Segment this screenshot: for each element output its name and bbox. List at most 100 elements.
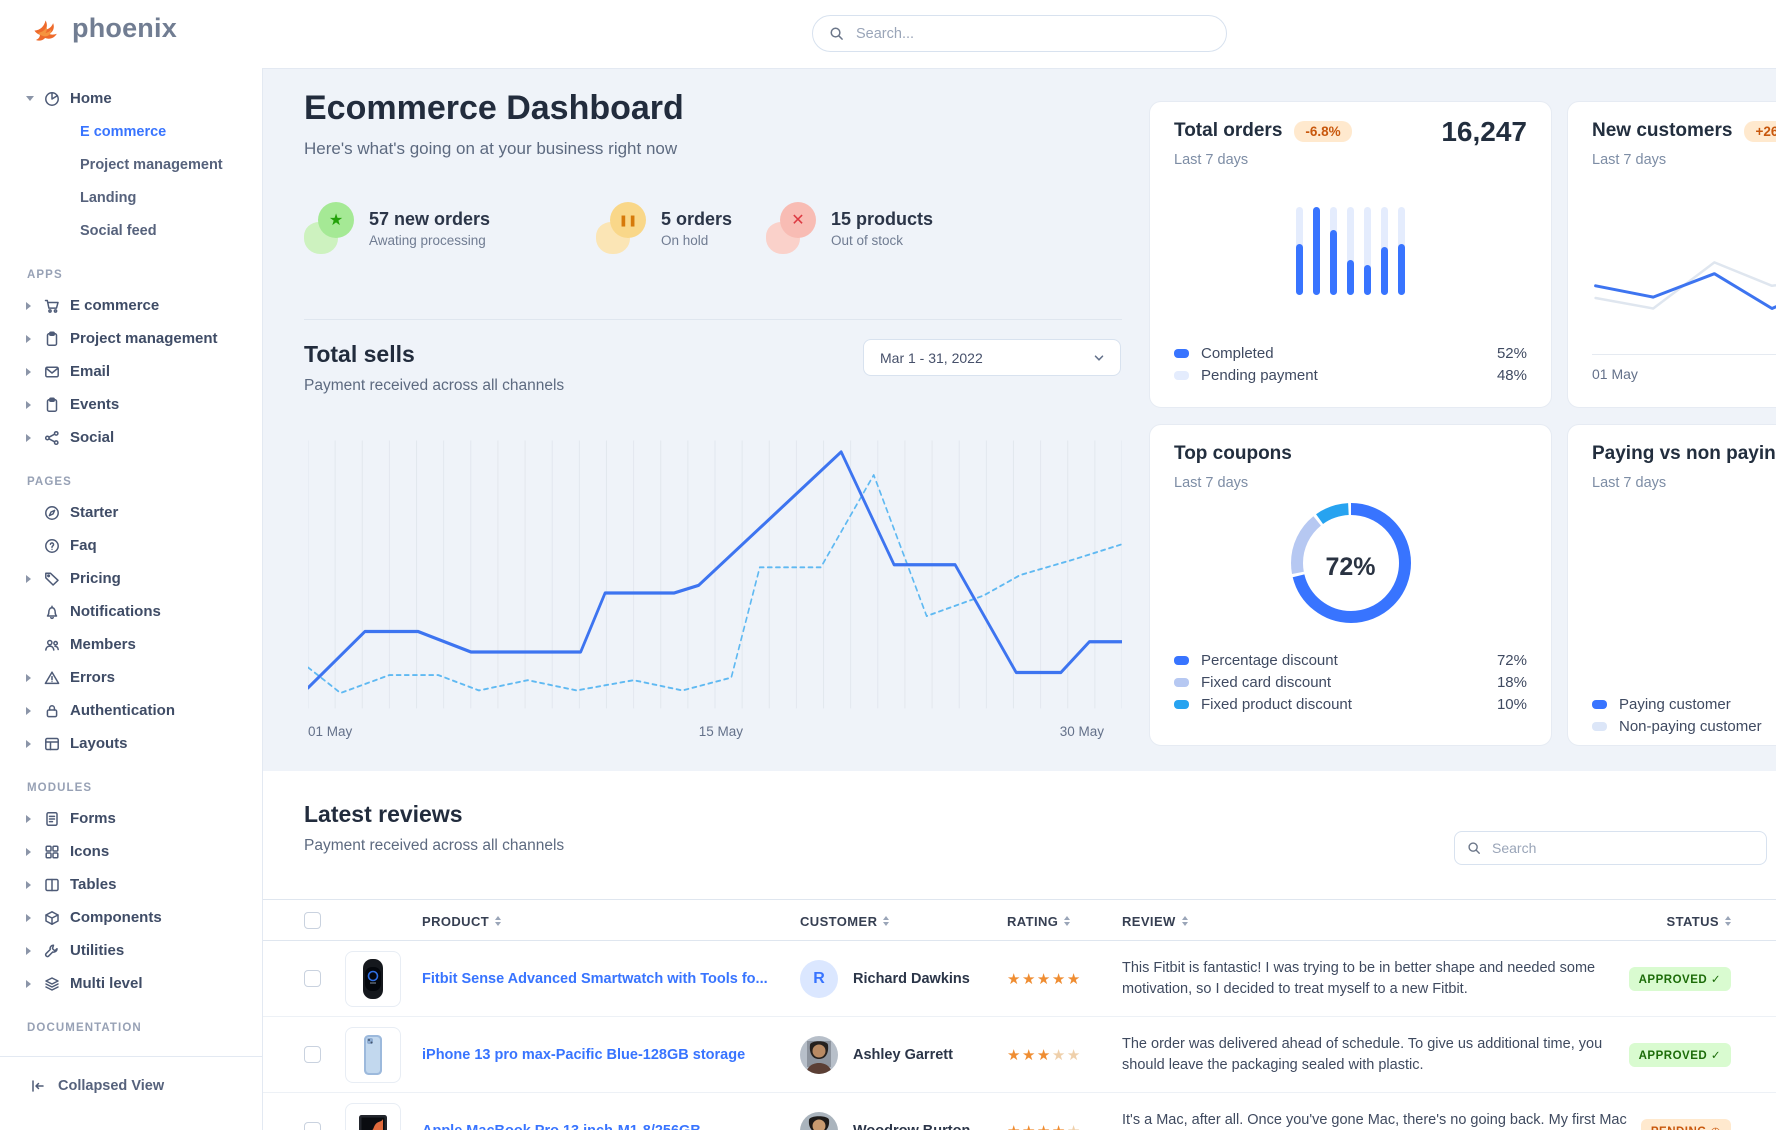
sidebar-item-pricing[interactable]: Pricing	[0, 562, 262, 595]
warning-icon	[44, 670, 60, 686]
review-row: iPhone 13 pro max-Pacific Blue-128GB sto…	[263, 1017, 1776, 1093]
caret-right-icon	[26, 334, 38, 343]
sidebar-item-social-feed[interactable]: Social feed	[80, 222, 157, 239]
quick-stat-0: ★ 57 new orders Awating processing	[304, 202, 490, 254]
legend-value: 72%	[1496, 651, 1527, 669]
total-orders-bar-chart	[1150, 207, 1551, 295]
compass-icon	[44, 505, 60, 521]
total-sells-title: Total sells	[304, 341, 415, 367]
rating-stars: ★★★★★	[1007, 1122, 1082, 1130]
column-header-customer[interactable]: CUSTOMER	[800, 900, 890, 942]
sidebar-item-e-commerce[interactable]: E commerce	[80, 123, 167, 140]
review-text: The order was delivered ahead of schedul…	[1122, 1035, 1603, 1073]
legend-swatch	[1174, 677, 1189, 687]
date-range-select[interactable]: Mar 1 - 31, 2022	[863, 339, 1121, 376]
sidebar-item-email[interactable]: Email	[0, 355, 262, 388]
sidebar-divider	[0, 1056, 262, 1057]
column-header-product[interactable]: PRODUCT	[422, 900, 502, 942]
row-checkbox[interactable]	[304, 970, 321, 987]
caret-right-icon	[26, 913, 38, 922]
legend-swatch	[1592, 699, 1607, 709]
collapsed-view-toggle[interactable]: Collapsed View	[0, 1069, 262, 1102]
column-header-review[interactable]: REVIEW	[1122, 900, 1188, 942]
sidebar-item-label: Social	[70, 429, 115, 446]
sidebar-item-project-management[interactable]: Project management	[0, 322, 262, 355]
page-title: Ecommerce Dashboard	[304, 89, 684, 127]
sidebar-item-starter[interactable]: Starter	[0, 496, 262, 529]
product-link[interactable]: Apple MacBook Pro 13 inch-M1-8/256GB	[422, 1123, 701, 1130]
sidebar-item-notifications[interactable]: Notifications	[0, 595, 262, 628]
column-header-rating[interactable]: RATING	[1007, 900, 1071, 942]
sidebar-item-layouts[interactable]: Layouts	[0, 727, 262, 760]
total-sells-subtitle: Payment received across all channels	[304, 377, 565, 394]
sidebar-item-label: Pricing	[70, 570, 121, 587]
sidebar-group-label: Home	[70, 90, 112, 107]
legend-row: Percentage discount 72%	[1174, 649, 1527, 671]
total-sells-chart	[308, 431, 1122, 716]
latest-reviews-subtitle: Payment received across all channels	[304, 837, 565, 854]
chevron-down-icon	[1092, 351, 1106, 365]
sidebar-item-utilities[interactable]: Utilities	[0, 934, 262, 967]
quick-stat-label: Out of stock	[831, 232, 904, 248]
new-customers-title: New customers	[1592, 120, 1733, 141]
caret-down-icon	[26, 96, 38, 101]
legend-value: 10%	[1496, 695, 1527, 713]
sidebar-item-authentication[interactable]: Authentication	[0, 694, 262, 727]
global-search[interactable]	[812, 15, 1227, 52]
paying-legend: Paying customer Non-paying customer	[1592, 693, 1776, 737]
sidebar-item-tables[interactable]: Tables	[0, 868, 262, 901]
top-coupons-center-value: 72%	[1325, 553, 1376, 581]
sidebar-item-multi-level[interactable]: Multi level	[0, 967, 262, 1000]
date-range-value: Mar 1 - 31, 2022	[880, 349, 983, 366]
quick-stat-2: ✕ 15 products Out of stock	[766, 202, 933, 254]
sidebar-item-landing[interactable]: Landing	[80, 189, 137, 206]
sidebar-item-faq[interactable]: Faq	[0, 529, 262, 562]
sidebar-item-forms[interactable]: Forms	[0, 802, 262, 835]
latest-reviews-title: Latest reviews	[304, 801, 463, 827]
box-icon	[44, 910, 60, 926]
customer-name: Ashley Garrett	[853, 1046, 953, 1063]
star-icon: ★	[304, 202, 354, 254]
reviews-search[interactable]	[1454, 831, 1767, 865]
x-icon: ✕	[766, 202, 816, 254]
sidebar-item-project-management[interactable]: Project management	[80, 156, 223, 173]
review-text: This Fitbit is fantastic! I was trying t…	[1122, 959, 1596, 997]
legend-label: Fixed card discount	[1201, 673, 1332, 691]
sort-icon	[1725, 916, 1731, 926]
clipboard-icon	[44, 396, 60, 413]
global-search-input[interactable]	[854, 24, 1210, 43]
layers-icon	[44, 976, 60, 992]
avatar	[800, 1111, 838, 1130]
sidebar-section-documentation: DOCUMENTATION	[27, 1022, 142, 1034]
sidebar-item-label: Forms	[70, 810, 116, 827]
reviews-search-input[interactable]	[1490, 839, 1754, 857]
sidebar-item-events[interactable]: Events	[0, 388, 262, 421]
share-icon	[44, 430, 60, 446]
product-link[interactable]: Fitbit Sense Advanced Smartwatch with To…	[422, 970, 768, 987]
sidebar-item-label: Faq	[70, 537, 97, 554]
row-checkbox[interactable]	[304, 1122, 321, 1130]
sidebar-group-home[interactable]: Home	[0, 82, 262, 115]
sidebar-item-components[interactable]: Components	[0, 901, 262, 934]
topbar: phoenix	[0, 0, 1776, 68]
search-icon	[829, 26, 844, 41]
row-checkbox[interactable]	[304, 1046, 321, 1063]
sidebar-item-members[interactable]: Members	[0, 628, 262, 661]
sidebar-item-errors[interactable]: Errors	[0, 661, 262, 694]
sidebar-item-label: Tables	[70, 876, 117, 893]
column-header-status[interactable]: STATUS	[1667, 900, 1731, 942]
sidebar-item-social[interactable]: Social	[0, 421, 262, 454]
new-customers-axis-line	[1592, 354, 1776, 355]
sidebar-item-e-commerce[interactable]: E commerce	[0, 289, 262, 322]
sidebar-item-icons[interactable]: Icons	[0, 835, 262, 868]
legend-row: Non-paying customer	[1592, 715, 1776, 737]
sidebar-item-label: Notifications	[70, 603, 161, 620]
sidebar-item-label: Authentication	[70, 702, 175, 719]
x-tick: 30 May	[1059, 724, 1104, 739]
select-all-checkbox[interactable]	[304, 912, 321, 929]
brand-logo[interactable]: phoenix	[30, 12, 177, 44]
product-link[interactable]: iPhone 13 pro max-Pacific Blue-128GB sto…	[422, 1046, 746, 1063]
caret-right-icon	[26, 574, 38, 583]
sidebar-item-label: Members	[70, 636, 136, 653]
legend-row: Paying customer	[1592, 693, 1776, 715]
